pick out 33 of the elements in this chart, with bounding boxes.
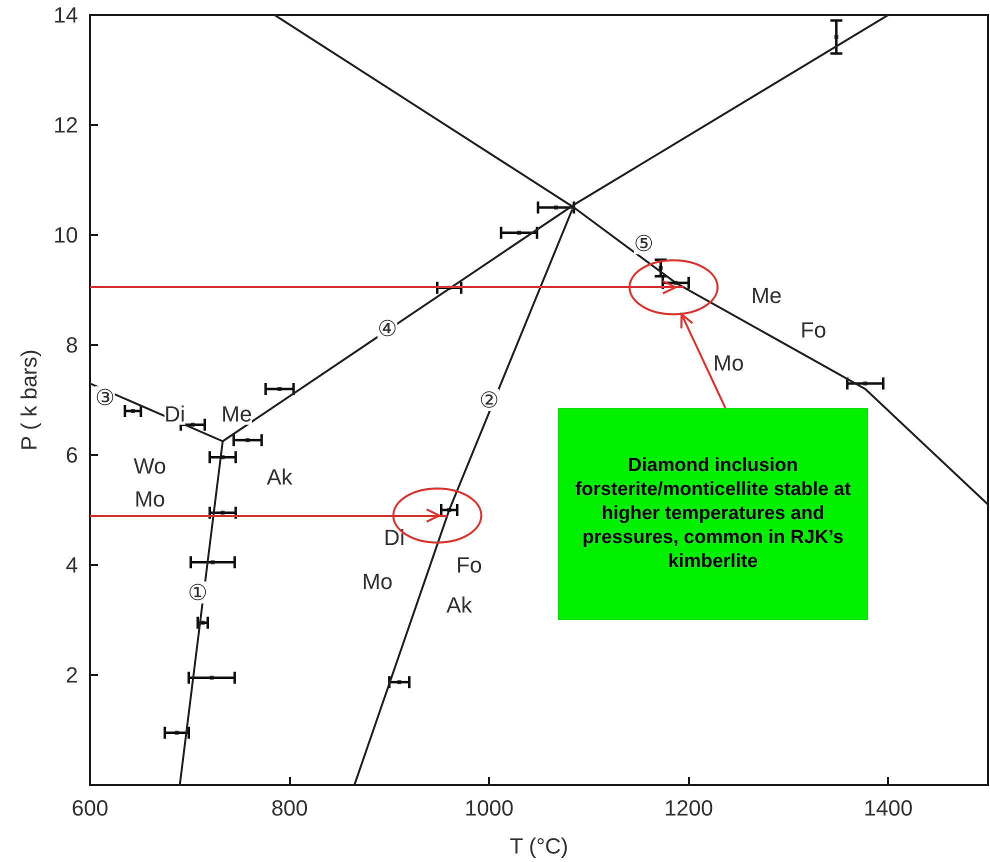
annotation: Diamond inclusion forsterite/monticellite stable at higher temperatures and pressures, common in RJK’s kimberlite: [574, 454, 852, 574]
x-tick-label: 600: [72, 796, 108, 820]
annotation: ⑤: [634, 230, 654, 256]
annotation: Mo: [713, 350, 744, 376]
annotation: Mo: [134, 486, 166, 512]
annotation: Di: [384, 525, 405, 550]
annotation: ①: [188, 580, 208, 605]
annotation: Fo: [456, 552, 482, 578]
annotation: ③: [95, 384, 115, 410]
annotation: Mo: [362, 569, 393, 594]
annotation: Me: [221, 401, 252, 426]
annotation: Ak: [446, 592, 474, 618]
y-axis-title: P ( k bars): [16, 349, 42, 451]
y-tick-label: 4: [66, 552, 78, 578]
annotation: Wo: [134, 454, 166, 478]
y-tick-label: 12: [54, 112, 78, 138]
y-tick-label: 6: [66, 442, 78, 468]
annotation: Ak: [266, 464, 294, 490]
annotation: Fo: [800, 318, 826, 343]
annotation: Di: [164, 401, 186, 426]
callout-box: Diamond inclusion forsterite/monticellite stable at higher temperatures and pressures, common in RJK’s kimberlite: [558, 408, 868, 620]
x-tick-label: 1200: [664, 796, 714, 820]
y-tick-label: 8: [66, 332, 78, 358]
annotation: ④: [377, 316, 398, 341]
y-tick-label: 10: [54, 222, 78, 248]
annotation: ②: [479, 388, 499, 412]
x-axis-title: T (°C): [510, 834, 568, 858]
x-tick-label: 1000: [464, 796, 514, 820]
annotation: Me: [751, 283, 782, 308]
y-tick-label: 2: [66, 662, 78, 688]
y-tick-label: 14: [54, 2, 78, 28]
x-tick-label: 1400: [864, 796, 913, 820]
x-tick-label: 800: [271, 796, 308, 820]
